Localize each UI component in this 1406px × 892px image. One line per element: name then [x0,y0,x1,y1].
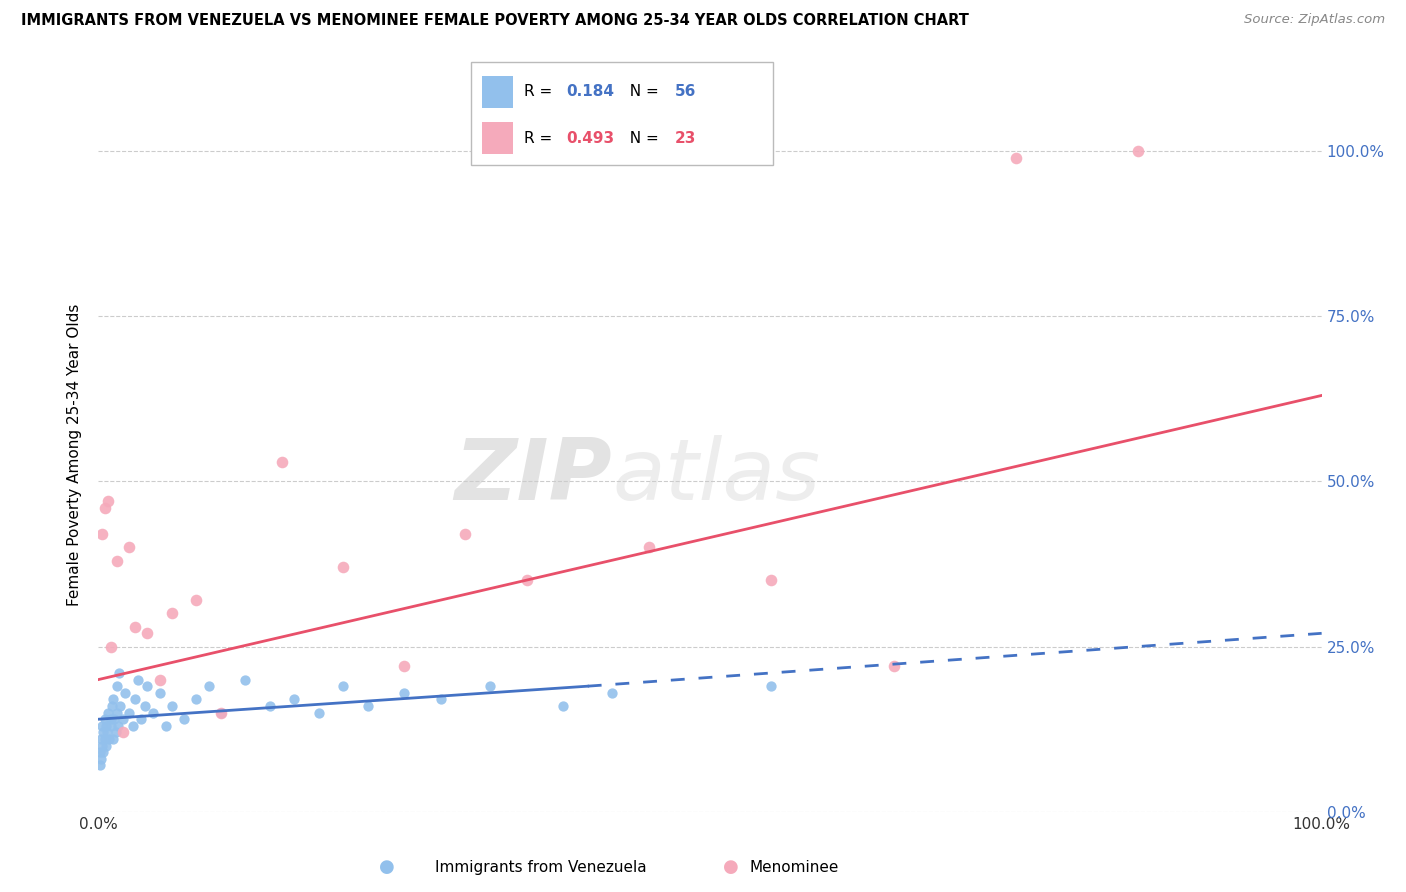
Text: IMMIGRANTS FROM VENEZUELA VS MENOMINEE FEMALE POVERTY AMONG 25-34 YEAR OLDS CORR: IMMIGRANTS FROM VENEZUELA VS MENOMINEE F… [21,13,969,29]
Point [233,673,256,687]
Point [89,745,111,759]
Point [89,758,111,772]
Point [100,712,122,726]
Point [392,659,416,673]
Point [118,706,141,720]
Point [103,712,125,726]
Point [392,686,416,700]
Text: R =: R = [524,131,558,145]
Text: N =: N = [620,131,664,145]
Point [142,706,165,720]
Point [91,527,114,541]
Point [100,719,122,733]
Point [761,574,783,588]
Text: 0.184: 0.184 [567,85,614,99]
Point [149,686,172,700]
Point [93,732,115,747]
Point [186,593,208,607]
Point [111,725,134,739]
Text: Immigrants from Venezuela: Immigrants from Venezuela [436,860,647,874]
Point [105,706,128,720]
Point [516,574,538,588]
Point [209,706,232,720]
Point [332,679,354,693]
Point [356,698,378,713]
Text: Menominee: Menominee [749,860,839,874]
Point [90,752,112,766]
Text: R =: R = [524,85,558,99]
Point [111,712,134,726]
Point [121,719,143,733]
Text: ●: ● [723,858,740,876]
Text: ●: ● [378,858,395,876]
Point [100,640,122,654]
Point [91,725,114,739]
Point [186,692,208,706]
Point [97,706,120,720]
Point [761,679,783,693]
Point [149,673,172,687]
Point [94,739,117,753]
Point [553,698,575,713]
Point [101,692,124,706]
Point [114,686,136,700]
Point [105,679,128,693]
Point [108,665,131,680]
Point [197,679,219,693]
Point [1004,151,1026,165]
Point [160,607,183,621]
Point [136,679,159,693]
Text: Source: ZipAtlas.com: Source: ZipAtlas.com [1244,13,1385,27]
Point [332,560,354,574]
Point [94,719,117,733]
Point [638,541,661,555]
Point [107,719,129,733]
Point [1128,144,1150,158]
Point [90,732,112,747]
Point [91,719,114,733]
Point [96,725,118,739]
Point [91,739,114,753]
Point [430,692,453,706]
Point [105,554,128,568]
Point [110,698,132,713]
Point [160,698,183,713]
Point [118,541,141,555]
Point [101,732,124,747]
Point [127,673,149,687]
Text: 0.493: 0.493 [567,131,614,145]
Point [97,494,120,508]
Point [124,692,146,706]
Point [209,706,232,720]
Y-axis label: Female Poverty Among 25-34 Year Olds: Female Poverty Among 25-34 Year Olds [67,304,83,606]
Point [270,454,294,468]
Text: atlas: atlas [612,434,820,518]
Point [308,706,330,720]
Point [454,527,477,541]
Point [173,712,195,726]
Point [155,719,177,733]
Text: 56: 56 [675,85,696,99]
Point [91,745,114,759]
Point [283,692,305,706]
Point [93,712,115,726]
Text: ZIP: ZIP [454,434,612,518]
Point [883,659,905,673]
Point [93,500,115,515]
Point [478,679,501,693]
Text: N =: N = [620,85,664,99]
Point [104,725,127,739]
Point [124,620,146,634]
Point [259,698,281,713]
Point [129,712,152,726]
Text: 23: 23 [675,131,696,145]
Point [134,698,156,713]
Point [98,732,121,747]
Point [600,686,623,700]
Point [136,626,159,640]
Point [101,698,124,713]
